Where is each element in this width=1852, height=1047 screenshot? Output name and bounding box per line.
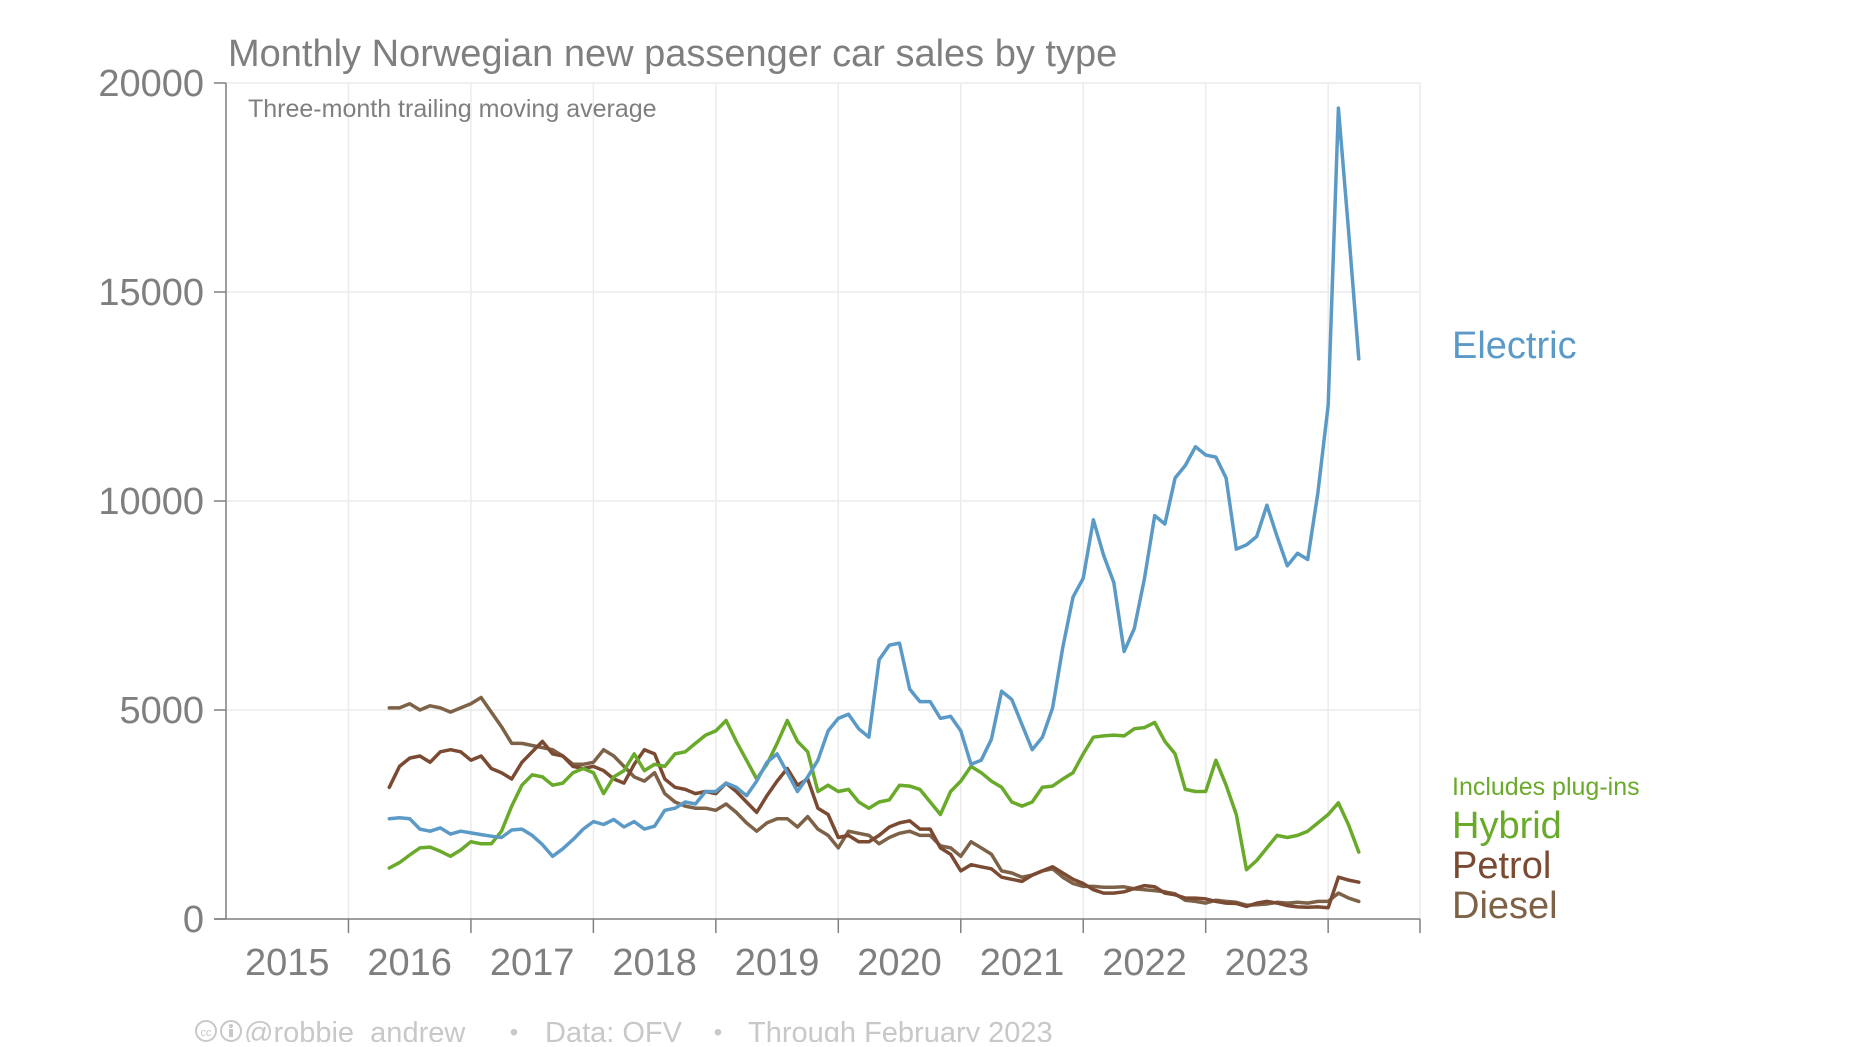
y-tick-label: 10000 <box>98 481 204 523</box>
y-tick-label: 5000 <box>119 690 204 732</box>
series-line-hybrid <box>387 718 1361 872</box>
series-line-petrol <box>387 739 1361 910</box>
y-tick-label: 0 <box>183 899 204 941</box>
series-label-diesel: Diesel <box>1452 885 1558 927</box>
x-tick-label: 2020 <box>857 942 942 984</box>
axes: 0 5000 10000 15000 20000 2015 2016 2017 2018 2019… <box>98 63 1421 984</box>
footer-separator-2: • <box>714 1019 722 1042</box>
x-tick-label: 2015 <box>245 942 330 984</box>
chart-title: Monthly Norwegian new passenger car sale… <box>228 33 1117 75</box>
svg-text:cc: cc <box>201 1027 213 1039</box>
footer: cc @robbie_andrew • Data: OFV • Through … <box>195 1017 1053 1047</box>
x-tick-label: 2016 <box>367 942 452 984</box>
y-tick-label: 20000 <box>98 63 204 105</box>
series-line-diesel <box>387 695 1361 907</box>
x-tick-label: 2021 <box>980 942 1065 984</box>
series-line-electric <box>387 106 1361 859</box>
attribution-icon <box>220 1020 242 1042</box>
gridlines <box>226 82 1421 919</box>
footer-separator-1: • <box>510 1019 518 1042</box>
series-label-electric: Electric <box>1452 325 1577 367</box>
titles: Monthly Norwegian new passenger car sale… <box>228 33 1117 123</box>
x-tick-label: 2023 <box>1225 942 1310 984</box>
footer-source: Data: OFV <box>545 1017 683 1042</box>
series-label-petrol: Petrol <box>1452 845 1551 887</box>
x-tick-label: 2017 <box>490 942 575 984</box>
chart-subtitle: Three-month trailing moving average <box>248 95 657 123</box>
series-labels: Electric Includes plug-ins Hybrid Petrol… <box>1452 325 1640 927</box>
series-lines <box>387 106 1361 910</box>
x-tick-label: 2018 <box>612 942 697 984</box>
x-tick-label: 2019 <box>735 942 820 984</box>
footer-handle: @robbie_andrew <box>244 1017 466 1042</box>
cc-icon: cc <box>195 1020 217 1042</box>
hybrid-note: Includes plug-ins <box>1452 773 1640 801</box>
series-label-hybrid: Hybrid <box>1452 805 1562 847</box>
footer-through: Through February 2023 <box>748 1017 1053 1042</box>
x-tick-label: 2022 <box>1102 942 1187 984</box>
y-tick-label: 15000 <box>98 272 204 314</box>
